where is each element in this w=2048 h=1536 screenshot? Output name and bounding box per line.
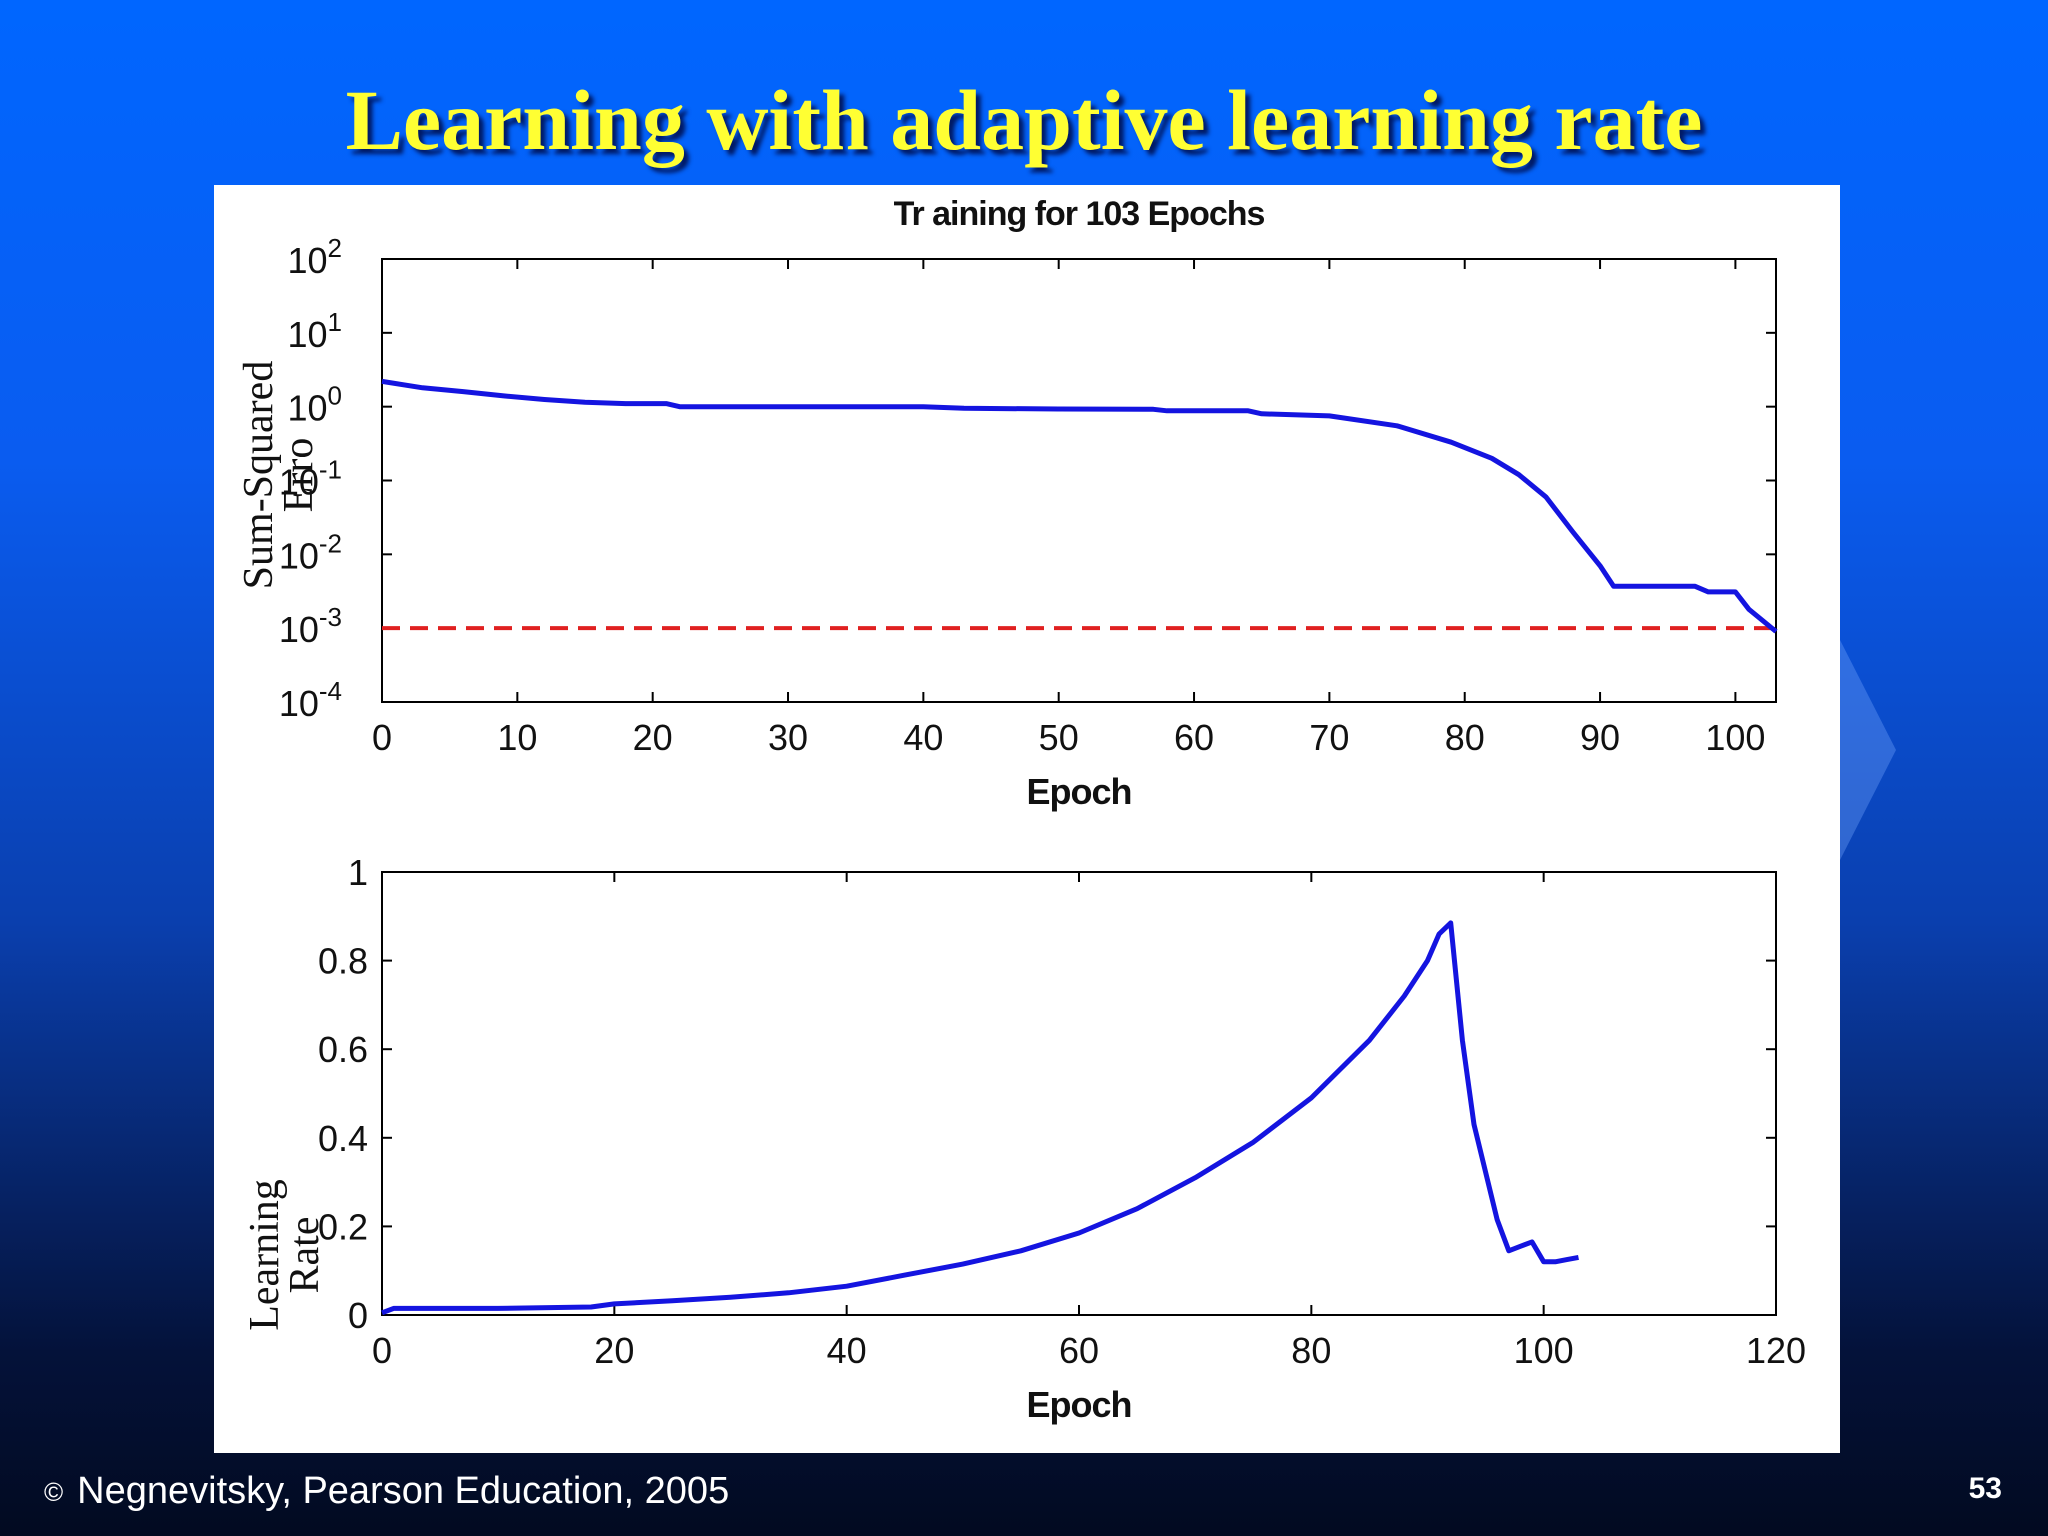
x-tick-label: 60 [1059, 1330, 1099, 1371]
x-tick-label: 100 [1514, 1330, 1574, 1371]
y-tick-label: 0.2 [318, 1206, 368, 1247]
y-tick-label: 10-2 [279, 528, 342, 576]
decorative-arrow-shape [1840, 640, 1896, 860]
y-tick-label: 0.6 [318, 1029, 368, 1070]
y-tick-label: 101 [287, 307, 342, 355]
y-tick-label: 0.8 [318, 941, 368, 982]
x-tick-label: 100 [1705, 717, 1765, 758]
y-tick-label: 10-3 [279, 602, 342, 650]
y-tick-label: 102 [287, 233, 342, 281]
x-tick-label: 60 [1174, 717, 1214, 758]
y-axis-label: Sum-SquaredErro [236, 361, 322, 590]
x-tick-label: 80 [1291, 1330, 1331, 1371]
x-tick-label: 40 [827, 1330, 867, 1371]
x-tick-label: 10 [497, 717, 537, 758]
chart-panel: 0 10 20 30 40 50 60 70 80 90 100 102 101 100 10-1 10-2 1… [214, 185, 1840, 1453]
error-chart: 0 10 20 30 40 50 60 70 80 90 100 102 101 100 10-1 10-2 1… [236, 195, 1778, 812]
x-tick-label: 20 [594, 1330, 634, 1371]
x-tick-label: 40 [903, 717, 943, 758]
chart-svg: 0 10 20 30 40 50 60 70 80 90 10010210110010-110-21… [236, 195, 1806, 1425]
x-tick-label: 20 [633, 717, 673, 758]
plot-frame [381, 871, 1777, 1316]
x-tick-label: 0 [372, 1330, 392, 1371]
copyright-symbol: © [44, 1477, 64, 1508]
slide-title: Learning with adaptive learning rate [345, 72, 1703, 168]
x-tick-label: 0 [372, 717, 392, 758]
x-tick-label: 70 [1309, 717, 1349, 758]
y-tick-label: 100 [287, 381, 342, 429]
y-tick-label: 0.4 [318, 1118, 368, 1159]
footer-copyright: © Negnevitsky, Pearson Education, 2005 [44, 1470, 729, 1513]
x-tick-label: 50 [1039, 717, 1079, 758]
learning-rate-chart: 0 20 40 60 80 100 120 0 0.2 0.4 0.6 0.8 1 Epoch Learni… [242, 852, 1806, 1425]
y-axis-label: LearningRate [242, 1179, 328, 1331]
x-axis-label: Epoch [1026, 1384, 1131, 1425]
plot-frame [381, 258, 1777, 703]
series-line [381, 920, 1579, 1316]
y-tick-label: 10-1 [279, 455, 342, 503]
y-tick-label: 0 [348, 1295, 368, 1336]
series-line [381, 378, 1778, 634]
footer-text: Negnevitsky, Pearson Education, 2005 [77, 1470, 730, 1512]
chart-title: Tr aining for 103 Epochs [894, 195, 1265, 233]
y-tick-label: 10-4 [279, 676, 342, 724]
x-tick-label: 30 [768, 717, 808, 758]
slide-number: 53 [1968, 1472, 2002, 1505]
x-axis-label: Epoch [1026, 771, 1131, 812]
y-tick-label: 1 [348, 852, 368, 893]
x-tick-label: 80 [1445, 717, 1485, 758]
x-tick-label: 120 [1746, 1330, 1806, 1371]
x-tick-label: 90 [1580, 717, 1620, 758]
